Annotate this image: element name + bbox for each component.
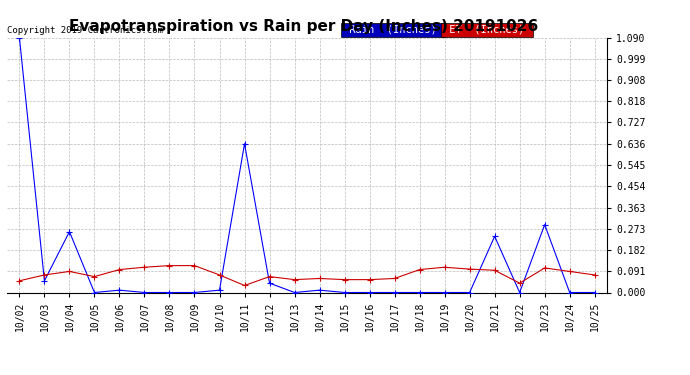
Text: Rain  (Inches): Rain (Inches) xyxy=(343,25,443,35)
Text: Evapotranspiration vs Rain per Day (Inches) 20191026: Evapotranspiration vs Rain per Day (Inch… xyxy=(69,19,538,34)
Text: Copyright 2019 Cartronics.com: Copyright 2019 Cartronics.com xyxy=(7,26,163,35)
Text: ET  (Inches): ET (Inches) xyxy=(443,25,531,35)
